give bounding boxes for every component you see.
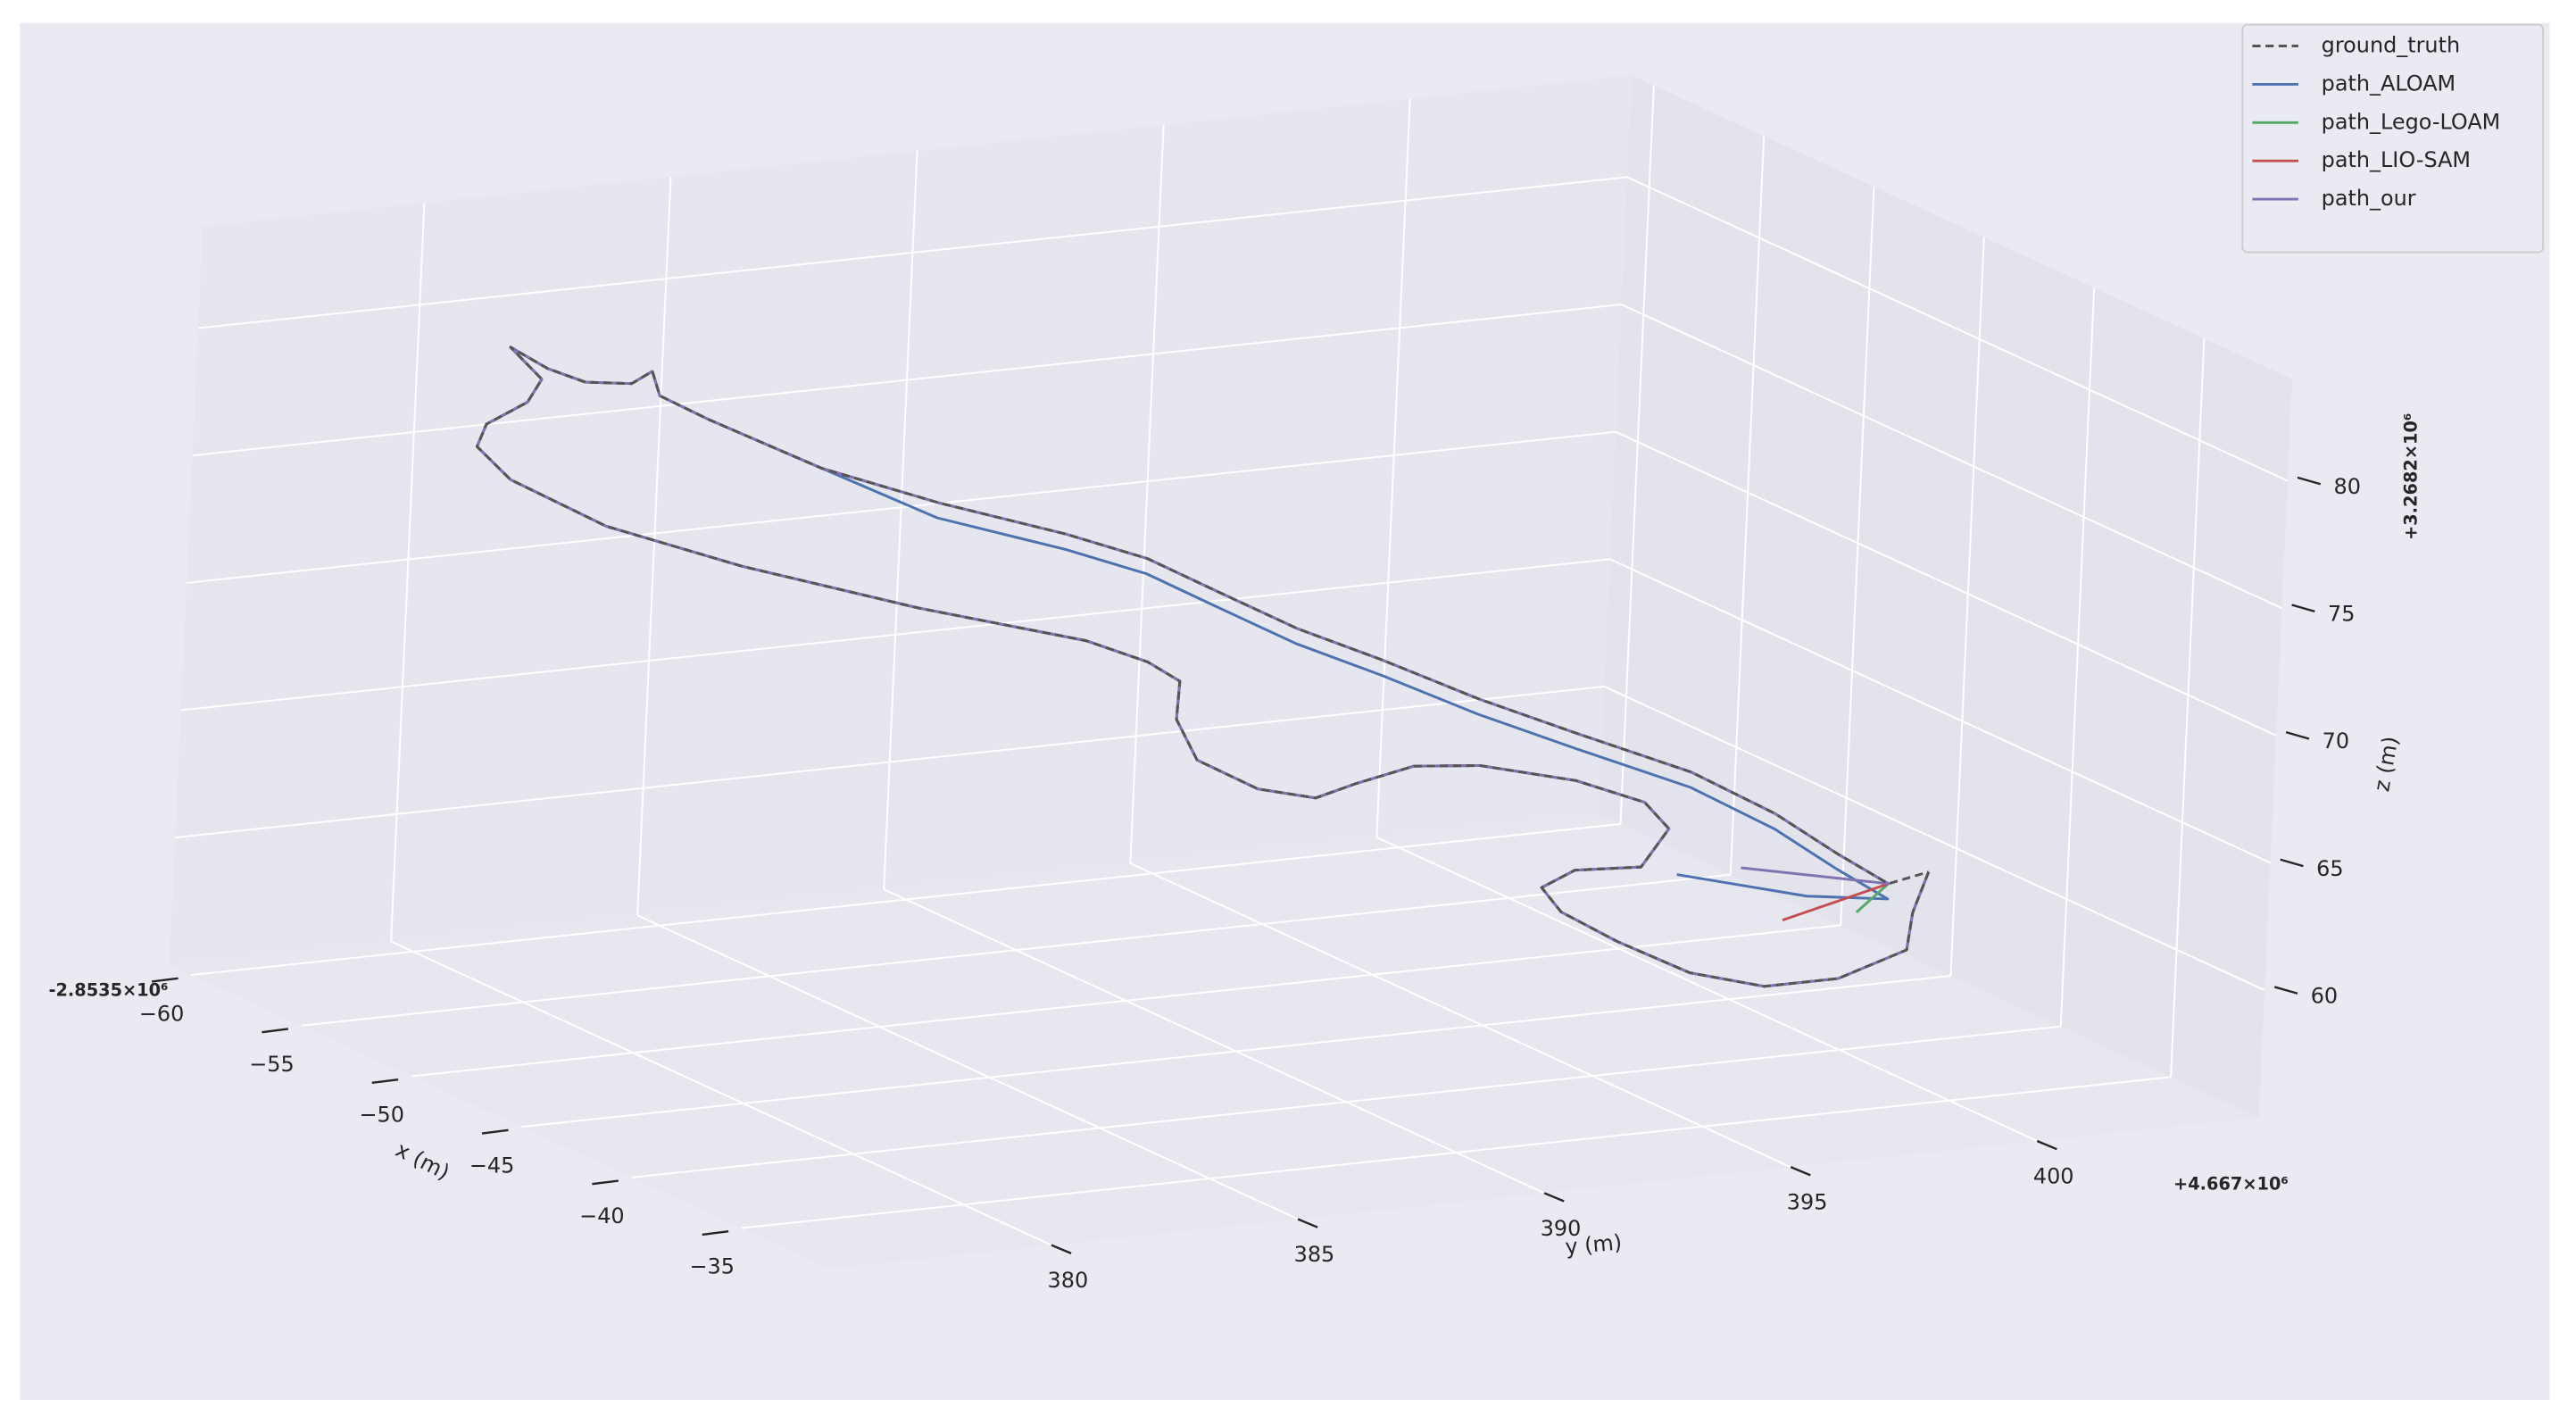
tick-label: −50	[360, 1103, 404, 1128]
grid-line	[1949, 237, 1985, 977]
grid-line	[174, 685, 1605, 839]
tick-mark	[262, 1028, 289, 1034]
tick-label: 380	[1048, 1268, 1089, 1293]
tick-label: 395	[1787, 1190, 1828, 1215]
grid-line	[1375, 98, 1411, 837]
side-pane	[1598, 75, 2293, 1118]
grid-line	[1626, 176, 2289, 482]
tick-mark	[702, 1230, 729, 1237]
grid-line	[1615, 430, 2277, 737]
grid-line	[1729, 136, 1766, 875]
grid-line	[1621, 304, 2282, 610]
grid-line	[1619, 85, 1655, 824]
tick-label: 80	[2333, 474, 2360, 499]
y-offset-label: +4.667×10⁶	[2173, 1174, 2289, 1195]
legend-label: path_ALOAM	[2322, 71, 2456, 96]
legend-label: path_Lego-LOAM	[2322, 109, 2501, 134]
grid-line	[883, 888, 1545, 1195]
tick-label: 400	[2033, 1163, 2074, 1188]
grid-line	[636, 176, 672, 916]
tick-mark	[2280, 858, 2304, 868]
grid-line	[2170, 338, 2206, 1078]
grid-line	[180, 558, 1610, 712]
grid-line	[2059, 287, 2096, 1027]
tick-mark	[151, 977, 179, 983]
tick-label: −55	[249, 1052, 294, 1077]
tick-mark	[1051, 1244, 1072, 1254]
z-offset-label: +3.2682×10⁶	[2400, 413, 2421, 540]
tick-mark	[2297, 476, 2322, 486]
grid-line	[636, 914, 1299, 1220]
tick-mark	[1790, 1166, 1811, 1177]
grid-line	[1129, 124, 1165, 864]
grid-line	[1129, 862, 1791, 1169]
tick-mark	[2285, 730, 2310, 740]
tick-mark	[2273, 986, 2298, 995]
legend-label: path_our	[2322, 186, 2416, 211]
grid-line	[1609, 558, 2272, 864]
tick-label: 75	[2328, 602, 2355, 627]
tick-label: 385	[1294, 1242, 1335, 1267]
tick-mark	[592, 1179, 619, 1186]
tick-mark	[2291, 604, 2315, 613]
tick-label: 70	[2323, 729, 2349, 754]
grid-line	[192, 304, 1622, 457]
tick-label: −45	[469, 1153, 514, 1178]
tick-mark	[1297, 1218, 1318, 1228]
tick-mark	[371, 1078, 399, 1085]
grid-line	[390, 940, 1052, 1246]
tick-mark	[2036, 1139, 2057, 1151]
legend-label: path_LIO-SAM	[2322, 147, 2471, 172]
tick-label: −35	[689, 1254, 734, 1279]
legend-box	[2241, 23, 2545, 254]
trajectory-line	[475, 346, 1931, 988]
y-axis-label: y (m)	[1564, 1229, 1623, 1259]
tick-label: −40	[579, 1203, 624, 1228]
tick-label: 390	[1541, 1216, 1582, 1241]
x-offset-label: -2.8535×10⁶	[48, 979, 168, 1000]
tick-mark	[1543, 1192, 1565, 1203]
tick-label: 65	[2316, 856, 2343, 881]
grid-line	[186, 430, 1616, 584]
grid-line	[390, 203, 426, 942]
grid-line	[1840, 186, 1875, 926]
grid-line	[1603, 686, 2265, 992]
grid-line	[197, 176, 1628, 329]
grid-line	[1375, 836, 2038, 1142]
grid-line	[883, 150, 918, 890]
legend-label: ground_truth	[2322, 33, 2460, 58]
tick-label: −60	[139, 1001, 184, 1026]
tick-mark	[481, 1128, 509, 1135]
tick-label: 60	[2311, 983, 2338, 1008]
